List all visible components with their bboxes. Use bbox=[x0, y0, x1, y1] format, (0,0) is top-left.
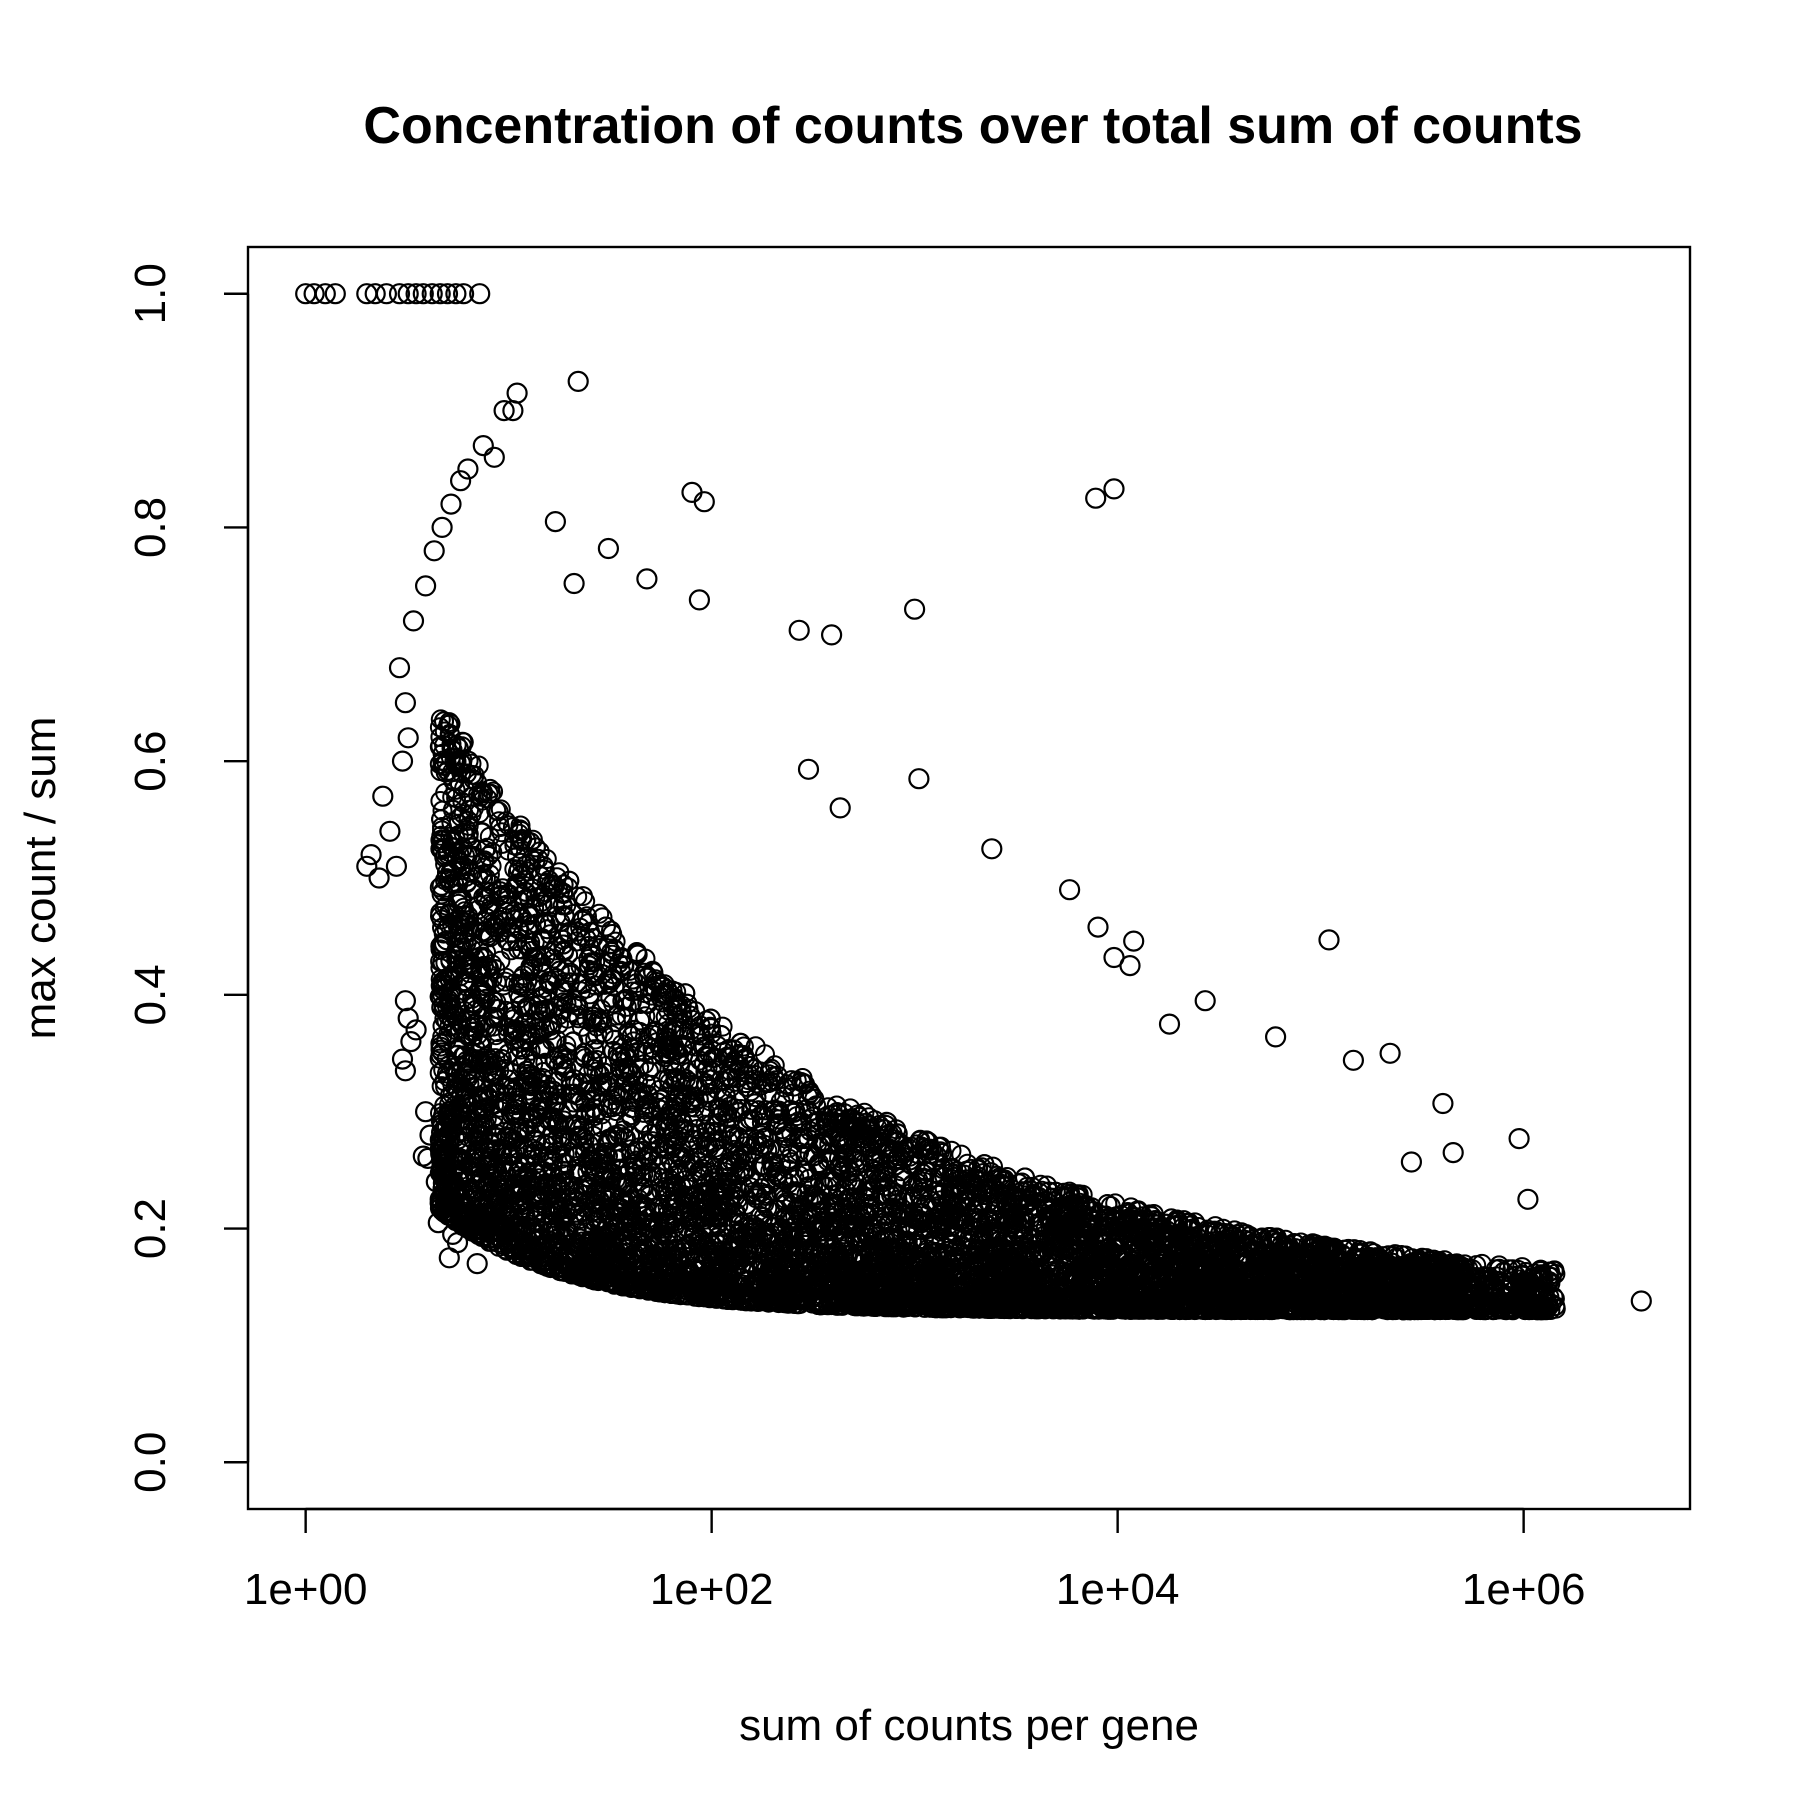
cloud-point bbox=[507, 862, 528, 883]
cloud-point bbox=[604, 976, 625, 997]
cloud-point bbox=[492, 833, 513, 854]
cloud-point bbox=[692, 1036, 713, 1057]
cloud-point bbox=[429, 717, 450, 738]
cloud-point bbox=[607, 1094, 628, 1115]
chart-title: Concentration of counts over total sum o… bbox=[363, 97, 1582, 155]
cloud-point bbox=[461, 753, 482, 774]
cloud-point bbox=[990, 1173, 1011, 1194]
cloud-point bbox=[729, 1043, 750, 1064]
cloud-point bbox=[520, 959, 541, 980]
